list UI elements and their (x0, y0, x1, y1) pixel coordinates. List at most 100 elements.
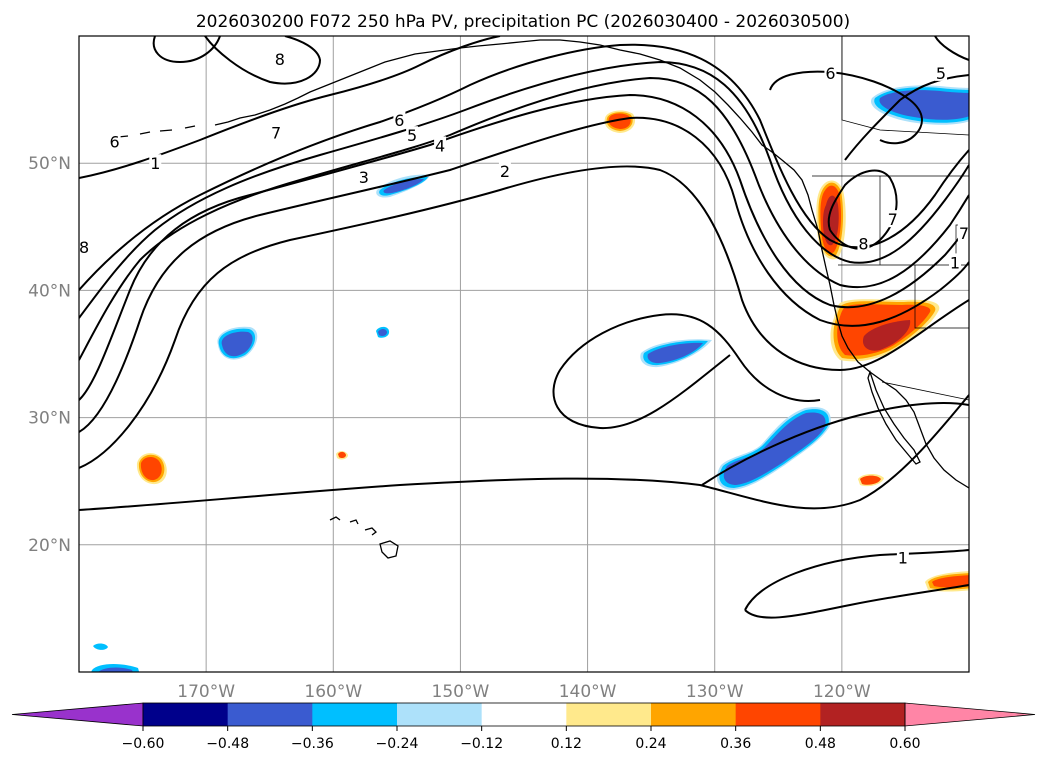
pv-contour-label: 6 (825, 64, 835, 83)
pv-label-background (270, 123, 283, 141)
lon-tick-label: 120°W (813, 682, 871, 702)
lon-tick-label: 170°W (177, 682, 235, 702)
colorbar-segment (481, 703, 567, 726)
pv-contour-4 (79, 93, 969, 401)
state-borders (838, 176, 969, 329)
pv-contour-top-left-ridge (152, 36, 322, 85)
lat-tick-label: 50°N (28, 154, 71, 174)
pv-contour-label: 1 (950, 253, 960, 272)
colorbar-tick-label: 0.60 (889, 736, 920, 752)
precip-negative-49n (376, 174, 430, 198)
precip-positive-baja-offshore (858, 473, 884, 487)
lon-tick-label: 160°W (304, 682, 362, 702)
precip-negative-35n (640, 339, 712, 368)
coastlines (109, 36, 969, 559)
pv-label-background (824, 63, 837, 81)
colorbar-segment (143, 703, 229, 726)
pv-contour-3 (79, 116, 969, 433)
colorbar-tick-labels: −0.60 −0.48 −0.36 −0.24 −0.12 0.12 0.24 0.36 0.4… (122, 726, 921, 752)
pv-label-background (108, 132, 121, 150)
pv-label-background (434, 136, 447, 154)
pv-contour-1-south (79, 394, 969, 511)
colorbar-extend-high (904, 702, 1036, 727)
pv-contour-label: 8 (858, 234, 868, 253)
pv-contour-label: 2 (500, 162, 510, 181)
pv-contour-label: 7 (888, 210, 898, 229)
pv-contour-northeast-trough-a (769, 70, 923, 145)
colorbar-segment (312, 703, 398, 726)
pv-contour-label: 1 (898, 549, 908, 568)
pv-label-background (957, 224, 969, 242)
pv-label-background (79, 238, 91, 256)
colorbar-tick-label: −0.12 (460, 736, 503, 752)
pv-label-background (935, 63, 948, 81)
precip-negative-pacific-34n (217, 326, 258, 360)
pv-contour-6 (79, 60, 969, 319)
precip-negative-subtropical-band (716, 407, 831, 490)
colorbar-tick-label: −0.36 (291, 736, 334, 752)
pv-contour-label: 4 (435, 136, 445, 155)
pv-label-background (886, 210, 899, 228)
colorbar-tick-label: 0.36 (720, 736, 751, 752)
colorbar-tick-label: −0.60 (122, 736, 165, 752)
pv-contour-2-inner-loop (552, 313, 821, 430)
pv-contour-label: 5 (936, 64, 946, 83)
lon-tick-label: 150°W (432, 682, 490, 702)
alaska-aleutian-coast (214, 39, 813, 211)
pv-label-background (498, 161, 511, 179)
precipitation-anomaly-areas (91, 85, 969, 672)
pv-contour-label: 6 (394, 111, 404, 130)
pv-contour-label: 5 (407, 126, 417, 145)
pv-label-background (393, 110, 406, 128)
colorbar-tick-label: −0.24 (376, 736, 419, 752)
precip-positive-california (830, 299, 940, 362)
pv-contour-1-subtropical-loop (701, 402, 969, 619)
colorbar-tick-label: 0.12 (551, 736, 582, 752)
colorbar-tick-label: −0.48 (206, 736, 249, 752)
colorbar-segment (566, 703, 652, 726)
pv-contour-label: 8 (275, 50, 285, 69)
precip-negative-small-36n (376, 326, 390, 338)
pv-label-background (273, 49, 286, 67)
precip-positive-small-27n (336, 451, 348, 460)
colorbar-segment (397, 703, 483, 726)
precip-positive-mexico-coast (925, 571, 969, 592)
pv-label-background (406, 126, 419, 144)
pv-label-background (857, 234, 870, 252)
longitude-tick-labels: 170°W 160°W 150°W 140°W 130°W 120°W (177, 682, 871, 702)
alaska-canada-border (841, 36, 969, 136)
pv-contour-label: 7 (271, 124, 281, 143)
pv-contour-label: 1 (150, 154, 160, 173)
colorbar-extend-low (11, 702, 144, 727)
pv-contour-label: 3 (359, 168, 369, 187)
pv-label-background (357, 168, 370, 186)
colorbar-segment (820, 703, 906, 726)
pv-contour-top-right (934, 36, 969, 61)
border-us-mexico (881, 381, 969, 401)
colorbar-segment (735, 703, 821, 726)
colorbar: −0.60 −0.48 −0.36 −0.24 −0.12 0.12 0.24 0.36 0.4… (11, 702, 1036, 752)
pv-contours (79, 36, 969, 619)
pv-label-background (949, 253, 962, 271)
hawaiian-islands (329, 516, 399, 559)
colorbar-tick-label: 0.48 (805, 736, 836, 752)
lat-tick-label: 40°N (28, 281, 71, 301)
lat-tick-label: 20°N (28, 536, 71, 556)
pv-label-background (149, 154, 162, 172)
pv-label-background (896, 548, 909, 566)
lat-tick-label: 30°N (28, 409, 71, 429)
colorbar-segments (11, 702, 1036, 727)
baja-peninsula (867, 369, 921, 465)
colorbar-segment (227, 703, 313, 726)
pv-contour-label: 6 (110, 133, 120, 152)
pv-contour-label: 8 (79, 238, 89, 257)
pv-contour-5 (79, 76, 969, 361)
precip-negative-bottom-left (91, 643, 140, 672)
map-frame (78, 35, 970, 673)
latitude-tick-labels: 50°N 40°N 30°N 20°N (28, 154, 71, 556)
precip-positive-northwest-coast (604, 110, 636, 133)
colorbar-tick-label: 0.24 (635, 736, 666, 752)
